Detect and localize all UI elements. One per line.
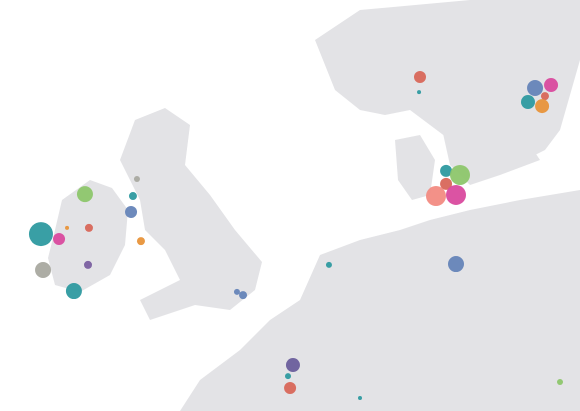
bubble <box>448 256 464 273</box>
bubble <box>446 184 466 205</box>
great-britain <box>120 108 262 320</box>
bubble <box>414 70 426 83</box>
bubble <box>136 237 145 246</box>
bubble <box>35 262 52 278</box>
bubble <box>527 80 544 97</box>
bubble <box>540 92 549 101</box>
bubbles <box>28 70 563 400</box>
bubble <box>521 95 535 110</box>
bubble <box>28 222 53 247</box>
bubble <box>233 288 240 295</box>
denmark <box>395 135 435 200</box>
bubble <box>284 381 297 394</box>
bubble <box>285 358 300 373</box>
bubble <box>285 373 291 380</box>
bubble <box>53 232 66 245</box>
bubble <box>440 164 453 177</box>
bubble <box>426 186 446 207</box>
bubble <box>440 177 453 190</box>
bubble <box>417 90 422 95</box>
bubble <box>358 395 362 400</box>
bubble <box>535 99 550 114</box>
continent <box>180 190 580 411</box>
bubble <box>450 164 470 185</box>
land <box>48 0 580 411</box>
bubble <box>76 186 93 203</box>
bubble <box>65 225 70 230</box>
scandinavia <box>315 0 580 160</box>
bubble <box>239 291 248 300</box>
bubble <box>128 192 137 201</box>
bubble <box>544 78 559 93</box>
bubble <box>84 260 92 269</box>
bubble <box>84 223 93 232</box>
bubble <box>557 379 563 386</box>
bubble <box>325 261 332 268</box>
bubble <box>65 283 82 300</box>
bubble <box>125 205 138 218</box>
ireland <box>48 180 128 292</box>
bubble <box>133 176 140 183</box>
